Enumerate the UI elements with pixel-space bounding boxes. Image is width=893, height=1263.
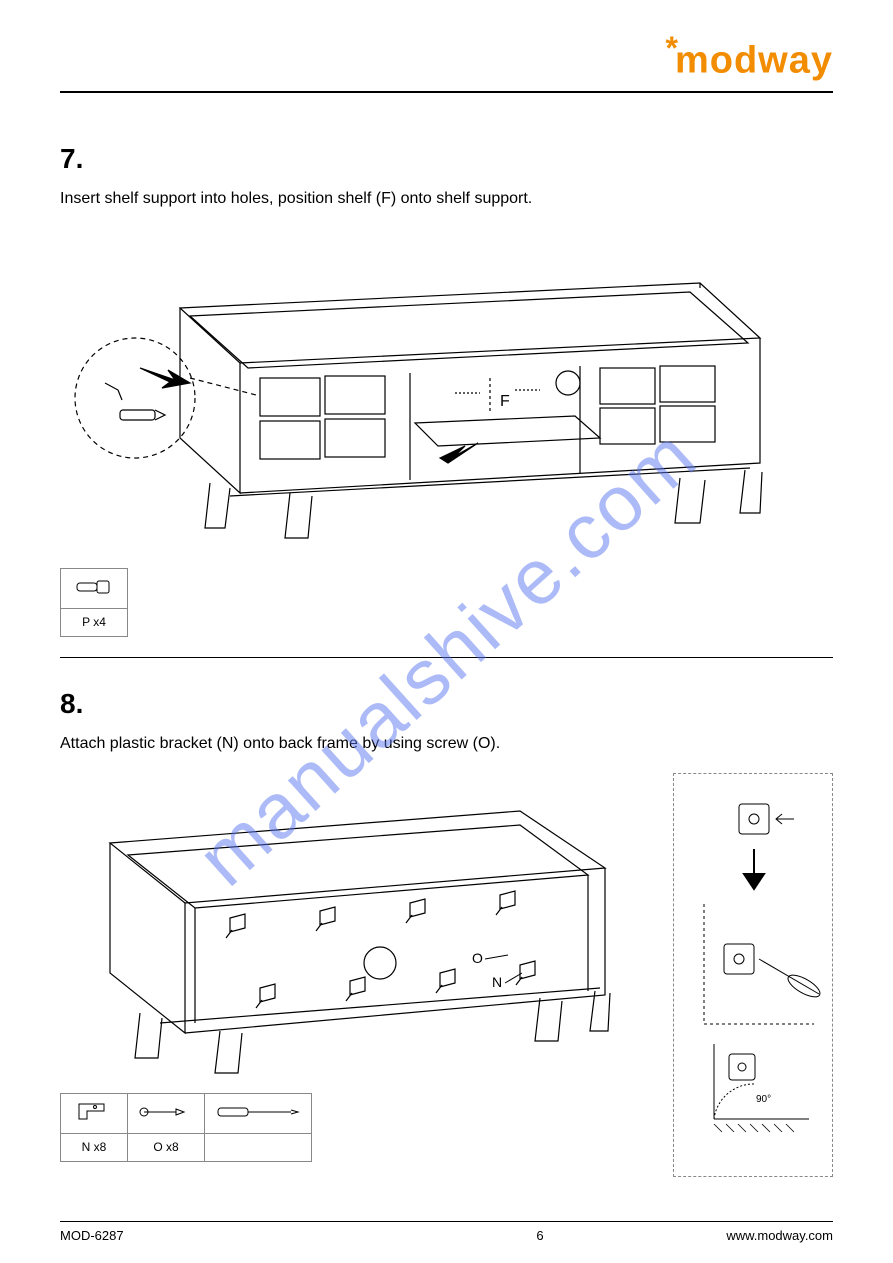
step-8-number: 8. (60, 688, 833, 720)
screw-icon (136, 1099, 196, 1125)
step-7-diagram: F P x4 (60, 228, 833, 637)
step-8-detail-panel: 90° (673, 773, 833, 1177)
footer-page-number: 6 (536, 1228, 543, 1243)
step-7-block: 7. Insert shelf support into holes, posi… (60, 143, 833, 637)
furniture-back-view: O N (60, 773, 620, 1083)
step-8-parts-table: N x8 O x8 (60, 1093, 312, 1162)
brand-logo: *modway (666, 30, 834, 83)
label-f: F (500, 393, 510, 410)
tool-icon-cell (205, 1093, 312, 1133)
part-p-label: P x4 (61, 608, 128, 636)
page-footer: MOD-6287 6 www.modway.com (60, 1221, 833, 1243)
page-header: *modway (60, 30, 833, 93)
part-p-icon-cell (61, 568, 128, 608)
footer-url: www.modway.com (726, 1228, 833, 1243)
step-divider (60, 657, 833, 658)
screwdriver-icon (213, 1099, 303, 1125)
step-7-parts-table: P x4 (60, 568, 128, 637)
bracket-icon (69, 1099, 119, 1125)
bracket-detail-diagram: 90° (684, 784, 824, 1144)
part-o-icon-cell (128, 1093, 205, 1133)
step-7-title: Insert shelf support into holes, positio… (60, 190, 833, 208)
label-o: O (472, 950, 483, 966)
part-n-icon-cell (61, 1093, 128, 1133)
part-n-label: N x8 (61, 1133, 128, 1161)
tool-label (205, 1133, 312, 1161)
footer-model: MOD-6287 (60, 1228, 124, 1243)
label-n: N (492, 974, 502, 990)
step-7-number: 7. (60, 143, 833, 175)
angle-label: 90° (756, 1094, 771, 1105)
part-o-label: O x8 (128, 1133, 205, 1161)
step-8-diagram: O N (60, 773, 653, 1162)
logo-text: modway (675, 40, 833, 82)
furniture-top-view: F (60, 228, 780, 558)
step-8-title: Attach plastic bracket (N) onto back fra… (60, 735, 833, 753)
step-8-block: 8. Attach plastic bracket (N) onto back … (60, 688, 833, 1177)
shelf-peg-icon (69, 576, 119, 598)
